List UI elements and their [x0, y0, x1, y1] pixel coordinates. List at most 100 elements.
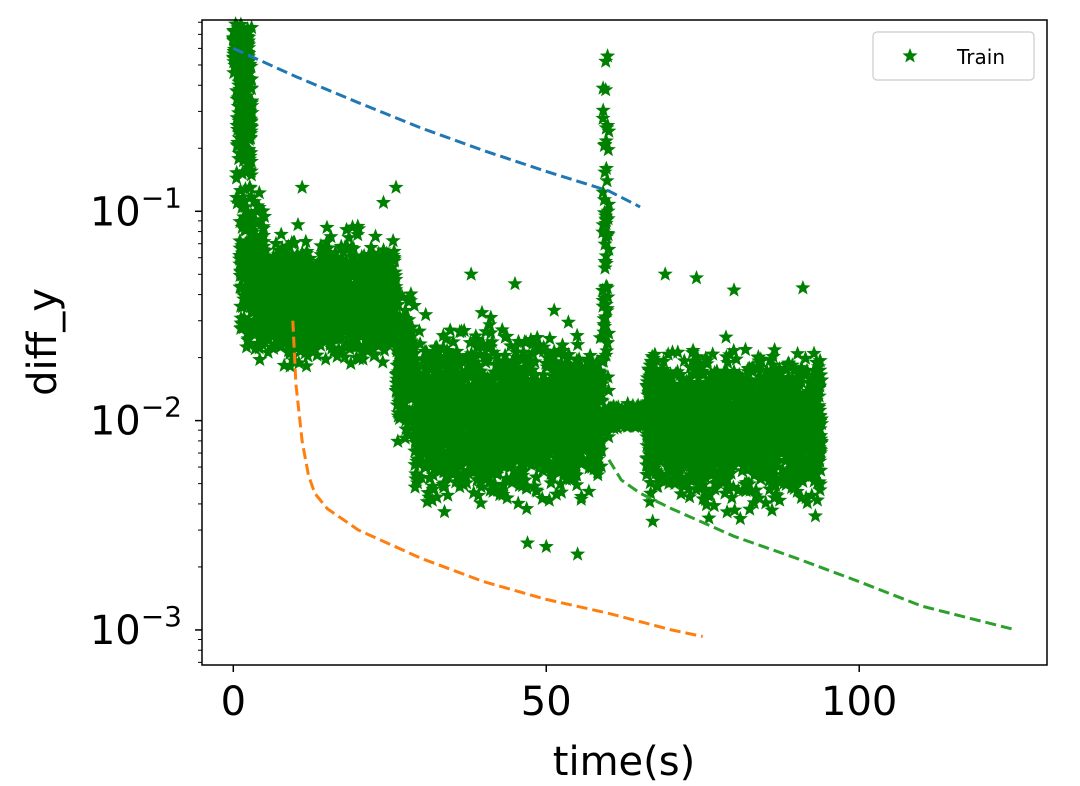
train-point-3966 [444, 443, 460, 458]
train-point-281 [235, 134, 251, 149]
train-point-2334 [402, 359, 418, 374]
train-point-1553 [276, 357, 292, 372]
train-point-1634 [307, 342, 323, 357]
train-point-3134 [462, 457, 478, 473]
train-point-2018 [272, 260, 288, 275]
train-point-2112 [374, 249, 390, 264]
train-point-1557 [278, 241, 295, 256]
train-point-215 [233, 16, 249, 31]
train-point-2431 [494, 321, 510, 337]
train-point-2143 [357, 278, 373, 293]
train-point-1997 [372, 319, 388, 334]
train-point-4460 [429, 400, 445, 415]
train-point-4423 [561, 463, 577, 479]
train-point-3850 [434, 373, 450, 388]
train-point-3488 [556, 346, 572, 362]
train-point-2095 [283, 267, 300, 282]
train-point-4107 [435, 411, 451, 426]
train-point-4438 [517, 439, 533, 454]
train-point-2216 [398, 315, 414, 331]
train-point-1706 [252, 329, 268, 345]
train-point-4256 [470, 369, 487, 384]
train-point-398 [232, 233, 248, 248]
train-point-2655 [471, 357, 487, 373]
train-point-4389 [418, 428, 434, 443]
train-point-4432 [570, 407, 586, 422]
train-point-2135 [251, 267, 267, 282]
train-point-1976 [329, 348, 345, 363]
train-point-4470 [525, 439, 541, 455]
train-point-569 [238, 315, 254, 330]
train-point-3899 [445, 334, 461, 349]
train-point-2086 [304, 273, 321, 288]
train-point-2119 [336, 302, 353, 317]
train-point-1621 [388, 267, 404, 283]
train-point-4519 [595, 375, 611, 391]
train-point-2594 [569, 327, 585, 343]
train-point-2003 [358, 305, 374, 320]
train-point-4532 [596, 316, 612, 332]
train-point-1874 [320, 298, 336, 313]
train-point-2374 [390, 334, 406, 350]
train-point-4334 [444, 395, 460, 410]
train-point-2239 [397, 430, 413, 445]
train-point-2291 [398, 421, 414, 436]
train-point-4259 [409, 389, 425, 404]
train-point-2357 [388, 382, 404, 398]
train-point-4263 [509, 472, 525, 487]
train-point-3612 [561, 356, 577, 372]
train-point-4261 [590, 407, 606, 423]
train-point-4969 [631, 402, 647, 418]
train-point-2167 [290, 260, 306, 275]
train-point-3705 [592, 413, 608, 428]
train-point-2148 [295, 301, 311, 316]
train-point-4300 [558, 398, 574, 413]
train-point-4373 [529, 452, 545, 467]
train-point-294 [228, 189, 245, 205]
train-point-3989 [459, 397, 476, 412]
train-point-619 [236, 216, 253, 232]
train-point-4135 [579, 382, 595, 398]
train-point-4378 [542, 393, 558, 409]
train-point-308 [231, 77, 247, 92]
train-point-623 [237, 198, 253, 214]
train-point-4421 [442, 360, 458, 375]
train-point-4298 [538, 405, 554, 420]
train-point-285 [232, 182, 249, 198]
train-point-4520 [600, 382, 617, 397]
train-point-161 [239, 45, 255, 61]
train-point-2041 [313, 284, 329, 299]
train-point-3481 [483, 371, 499, 387]
train-point-4963 [620, 402, 636, 417]
train-point-2105 [256, 284, 272, 300]
train-point-2348 [401, 369, 417, 385]
train-point-4243 [481, 467, 497, 482]
train-point-1931 [331, 260, 347, 275]
train-point-4504 [600, 141, 616, 157]
train-point-2783 [440, 487, 456, 502]
train-point-4472 [458, 441, 474, 457]
train-point-4200 [552, 400, 568, 415]
train-point-4402 [513, 368, 529, 384]
train-point-4323 [477, 422, 493, 437]
train-point-621 [240, 330, 256, 346]
train-point-3325 [531, 337, 547, 352]
train-point-2024 [335, 244, 351, 259]
train-point-4316 [448, 428, 464, 443]
train-point-4377 [411, 378, 427, 393]
train-point-344 [230, 136, 246, 152]
train-point-2515 [442, 322, 458, 337]
train-point-534 [236, 270, 252, 286]
train-point-2074 [296, 294, 312, 310]
train-point-2027 [341, 325, 357, 340]
train-point-3945 [432, 367, 448, 382]
train-point-4530 [597, 290, 613, 305]
train-point-4400 [407, 426, 423, 441]
train-point-572 [234, 278, 250, 293]
train-point-1817 [361, 271, 377, 286]
train-point-4193 [573, 361, 589, 376]
train-point-4380 [553, 407, 570, 423]
train-point-3817 [473, 388, 489, 404]
train-point-180 [244, 19, 260, 35]
train-point-4001 [462, 355, 478, 370]
